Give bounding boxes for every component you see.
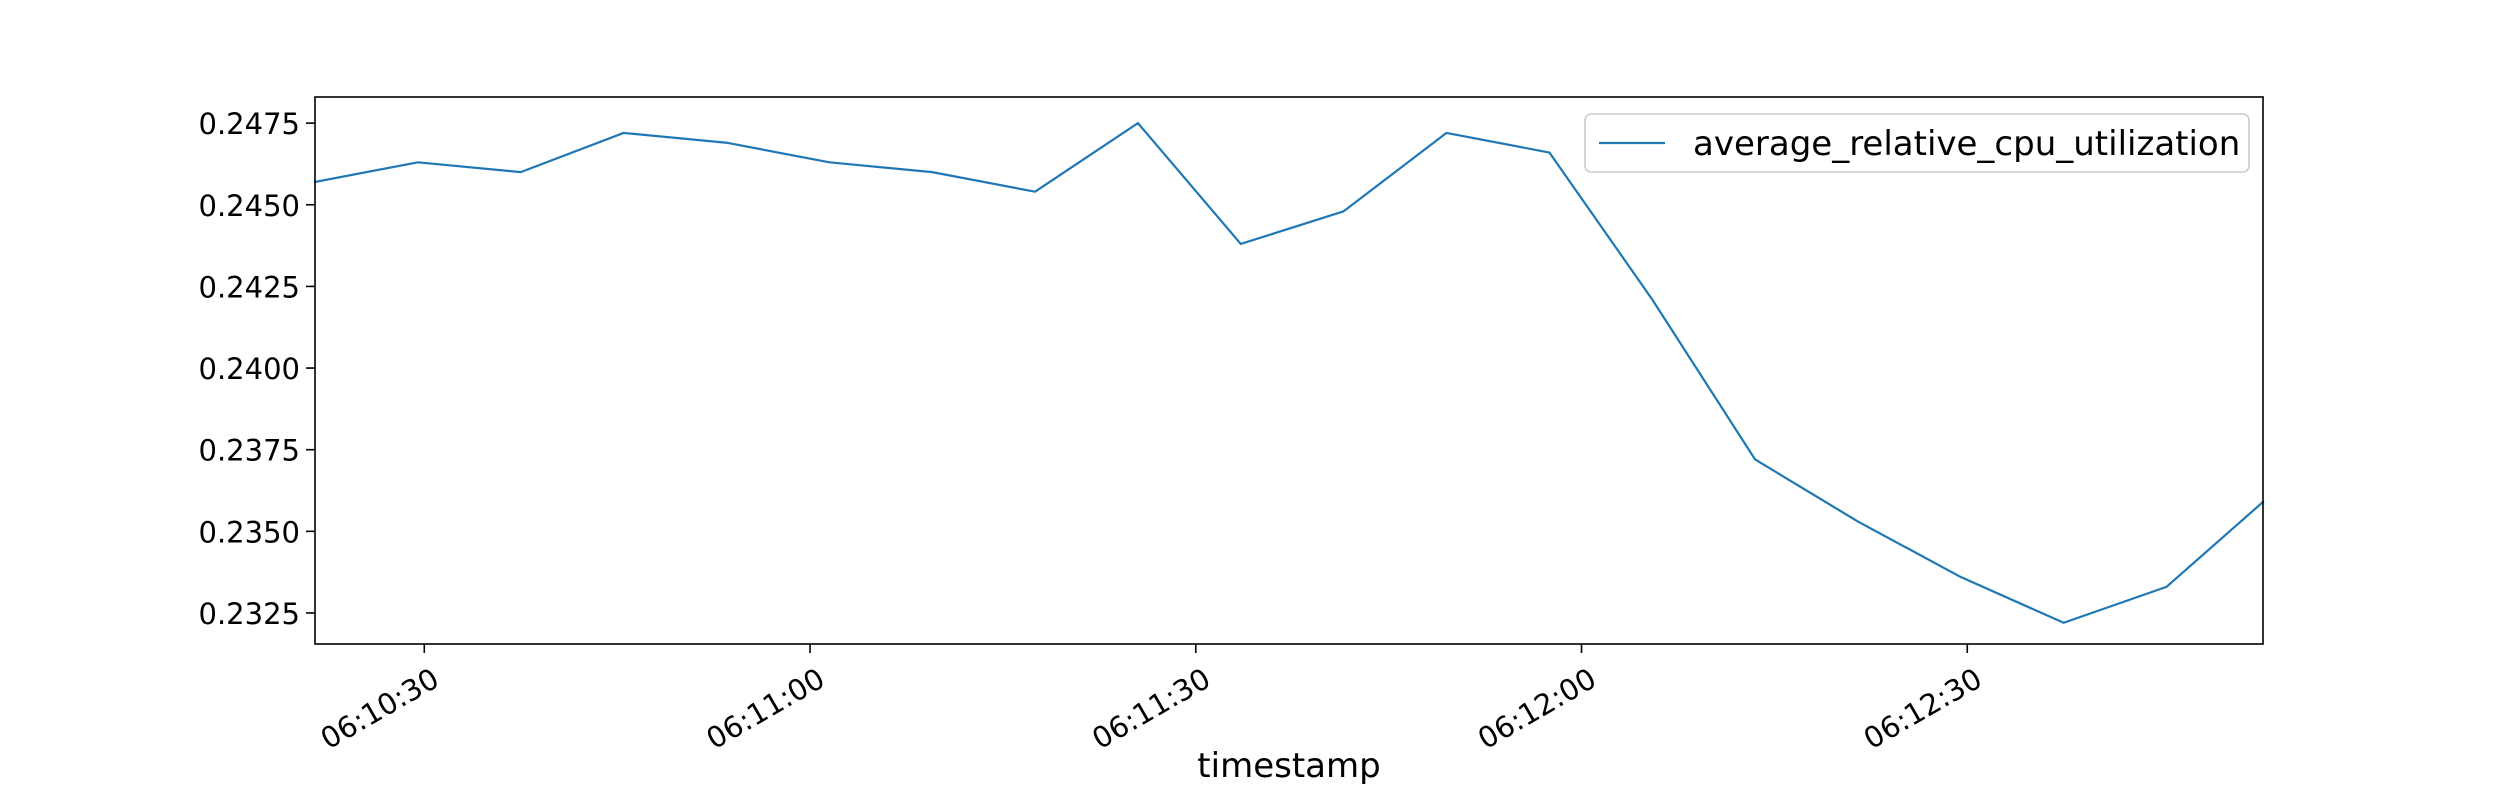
y-tick-label: 0.2425 <box>199 270 300 304</box>
y-axis-ticks: 0.2325 0.2350 0.2375 0.2400 0.2425 0.2450 0.24… <box>199 107 315 631</box>
legend-label: average_relative_cpu_utilization <box>1693 124 2240 164</box>
y-tick-label: 0.2350 <box>199 515 300 549</box>
x-tick-label: 06:12:30 <box>1858 661 1988 756</box>
y-tick-label: 0.2475 <box>199 107 300 141</box>
x-tick-label: 06:11:00 <box>701 661 831 756</box>
y-tick-label: 0.2400 <box>199 352 300 386</box>
legend: average_relative_cpu_utilization <box>1584 113 2250 173</box>
x-tick-label: 06:11:30 <box>1086 661 1216 756</box>
x-tick-label: 06:10:30 <box>315 661 445 756</box>
x-tick-label: 06:12:00 <box>1472 661 1602 756</box>
legend-box <box>1584 113 2250 173</box>
x-axis-ticks: 06:10:30 06:11:00 06:11:30 06:12:00 06:12:30 <box>315 644 1988 756</box>
series-line <box>313 122 2265 624</box>
x-axis-label: timestamp <box>1197 746 1380 786</box>
series-layer <box>313 122 2265 624</box>
y-tick-label: 0.2325 <box>199 597 300 631</box>
y-tick-label: 0.2450 <box>199 189 300 223</box>
plot-area-frame <box>314 96 2264 645</box>
y-tick-label: 0.2375 <box>199 434 300 468</box>
